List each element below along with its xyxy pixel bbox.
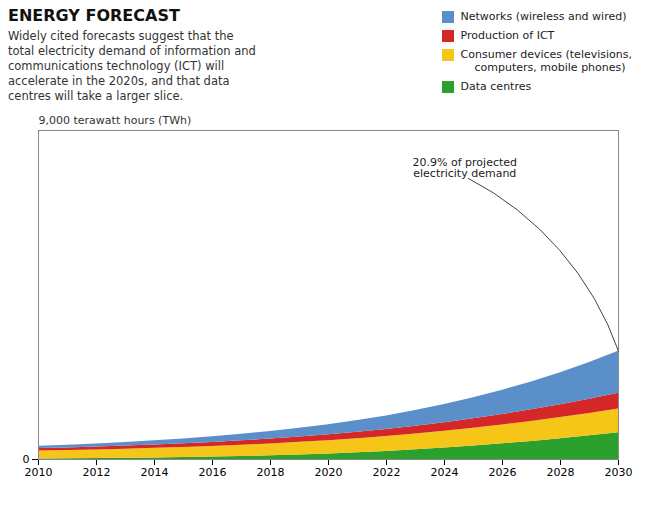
svg-text:2028: 2028 xyxy=(547,466,575,479)
html-text:Consumer devices (televisions,: Consumer devices (televisions, computers… xyxy=(460,47,632,75)
svg-text:2030: 2030 xyxy=(605,466,633,479)
svg-text:2026: 2026 xyxy=(489,466,517,479)
svg-text:2024: 2024 xyxy=(431,466,459,479)
svg-text:2010: 2010 xyxy=(25,466,53,479)
svg-text:0: 0 xyxy=(23,453,30,466)
svg-text:2016: 2016 xyxy=(199,466,227,479)
html-text:Networks (wireless and wired): Networks (wireless and wired) xyxy=(460,10,627,23)
svg-text:2020: 2020 xyxy=(315,466,343,479)
svg-text:9,000 terawatt hours (TWh): 9,000 terawatt hours (TWh) xyxy=(39,113,192,126)
html-text:ENERGY FORECAST: ENERGY FORECAST xyxy=(8,6,180,25)
svg-text:2018: 2018 xyxy=(257,466,285,479)
html-text:Data centres: Data centres xyxy=(460,80,532,93)
html-text:Widely cited forecasts suggest: Widely cited forecasts suggest that the … xyxy=(8,29,256,103)
svg-text:20.9% of projectedelectricity: 20.9% of projectedelectricity demand xyxy=(413,155,517,179)
html-text:Production of ICT: Production of ICT xyxy=(460,28,555,42)
svg-text:2014: 2014 xyxy=(141,466,169,479)
svg-text:2022: 2022 xyxy=(373,466,401,479)
svg-text:2012: 2012 xyxy=(83,466,111,479)
